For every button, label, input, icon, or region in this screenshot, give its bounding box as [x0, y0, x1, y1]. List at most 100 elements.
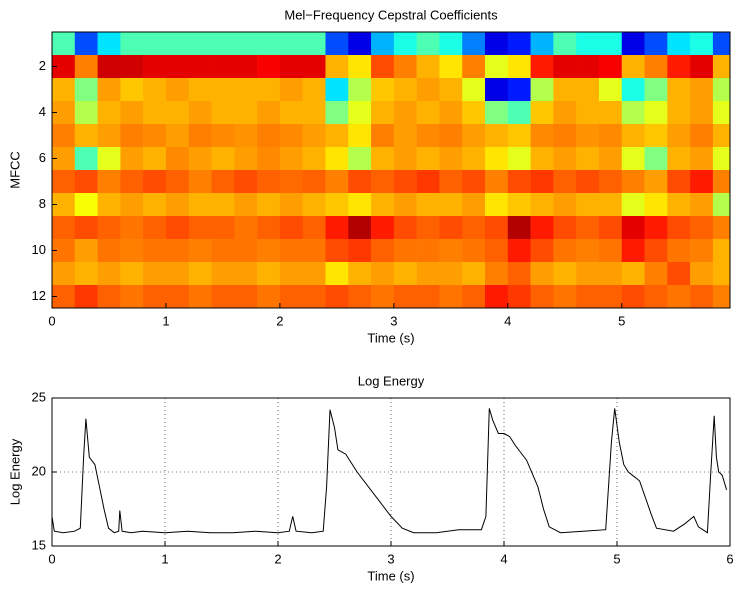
heatmap-cell	[598, 78, 623, 102]
heatmap-cell	[462, 193, 486, 217]
x-tick-label: 0	[48, 313, 55, 328]
heatmap-cell	[52, 193, 76, 217]
heatmap-cell	[690, 262, 714, 286]
y-tick-label: 10	[32, 242, 46, 257]
heatmap-cell	[393, 32, 417, 56]
x-tick-label: 4	[500, 551, 507, 566]
plot-frame	[51, 397, 731, 547]
heatmap-cell	[576, 32, 600, 56]
heatmap-cell	[120, 193, 144, 217]
heatmap-cell	[234, 170, 258, 194]
heatmap-cell	[97, 285, 121, 309]
heatmap-cell	[257, 124, 281, 148]
heatmap-cell	[644, 147, 668, 171]
heatmap-cell	[257, 216, 281, 240]
heatmap-cell	[416, 101, 440, 125]
heatmap-cell	[712, 170, 731, 194]
heatmap-cell	[621, 216, 645, 240]
heatmap-cell	[371, 285, 395, 309]
heatmap-cell	[690, 32, 714, 56]
heatmap-cell	[485, 262, 509, 286]
heatmap-cell	[165, 32, 190, 56]
heatmap-cell	[143, 78, 167, 102]
heatmap-cell	[598, 55, 623, 79]
heatmap-cell	[348, 285, 372, 309]
heatmap-cell	[165, 216, 190, 240]
heatmap-cell	[52, 216, 76, 240]
heatmap-cell	[667, 78, 691, 102]
heatmap-cell	[97, 32, 121, 56]
heatmap-cell	[325, 170, 349, 194]
heatmap-cell	[667, 55, 691, 79]
heatmap-cell	[690, 55, 714, 79]
heatmap-cell	[667, 170, 691, 194]
heatmap-cell	[393, 55, 417, 79]
heatmap-cell	[257, 78, 281, 102]
heatmap-cell	[621, 193, 645, 217]
heatmap-cell	[439, 262, 463, 286]
heatmap-cell	[52, 285, 76, 309]
heatmap-cell	[690, 147, 714, 171]
heatmap-cell	[97, 101, 121, 125]
line	[51, 408, 728, 534]
chart-title: Log Energy	[358, 373, 425, 388]
heatmap-cell	[485, 147, 509, 171]
heatmap-cell	[439, 216, 463, 240]
heatmap-cell	[462, 216, 486, 240]
heatmap-cell	[507, 124, 531, 148]
y-tick-label: 25	[32, 389, 46, 404]
heatmap-cell	[325, 216, 349, 240]
heatmap-cell	[279, 101, 303, 125]
heatmap-cell	[257, 147, 281, 171]
heatmap-cell	[279, 78, 303, 102]
heatmap-cell	[165, 124, 190, 148]
heatmap-cell	[234, 285, 258, 309]
heatmap-cell	[576, 239, 600, 263]
heatmap-cell	[325, 239, 349, 263]
heatmap-cell	[712, 124, 731, 148]
heatmap-cell	[74, 32, 98, 56]
heatmap-cell	[234, 262, 258, 286]
heatmap-cell	[371, 193, 395, 217]
heatmap-cell	[393, 262, 417, 286]
heatmap-cell	[621, 239, 645, 263]
heatmap-cell	[257, 101, 281, 125]
heatmap-cell	[644, 239, 668, 263]
heatmap-cell	[52, 78, 76, 102]
heatmap-cell	[279, 124, 303, 148]
x-tick-label: 6	[726, 551, 733, 566]
heatmap-cell	[74, 124, 98, 148]
heatmap-cell	[690, 216, 714, 240]
heatmap-cell	[553, 193, 577, 217]
heatmap-cell	[257, 239, 281, 263]
heatmap-cell	[371, 147, 395, 171]
heatmap-cell	[188, 285, 212, 309]
heatmap-cell	[553, 170, 577, 194]
heatmap-cell	[712, 239, 731, 263]
heatmap-cell	[507, 147, 531, 171]
heatmap-cell	[712, 32, 731, 56]
heatmap-cell	[120, 239, 144, 263]
heatmap-cell	[188, 78, 212, 102]
heatmap-cell	[302, 170, 326, 194]
heatmap-cell	[97, 193, 121, 217]
heatmap-cell	[234, 101, 258, 125]
heatmap-cell	[348, 262, 372, 286]
heatmap-cell	[393, 216, 417, 240]
heatmap-cell	[188, 216, 212, 240]
x-tick-label: 2	[276, 313, 283, 328]
heatmap-cell	[279, 170, 303, 194]
heatmap-cell	[667, 216, 691, 240]
heatmap-cell	[439, 101, 463, 125]
heatmap-cell	[530, 262, 554, 286]
heatmap-cell	[371, 124, 395, 148]
heatmap-cell	[416, 285, 440, 309]
x-tick-label: 1	[161, 551, 168, 566]
heatmap-cell	[348, 170, 372, 194]
heatmap-cell	[690, 101, 714, 125]
heatmap-cell	[348, 78, 372, 102]
heatmap-cell	[188, 239, 212, 263]
heatmap-cell	[74, 285, 98, 309]
heatmap-cell	[74, 101, 98, 125]
heatmap-cell	[439, 55, 463, 79]
